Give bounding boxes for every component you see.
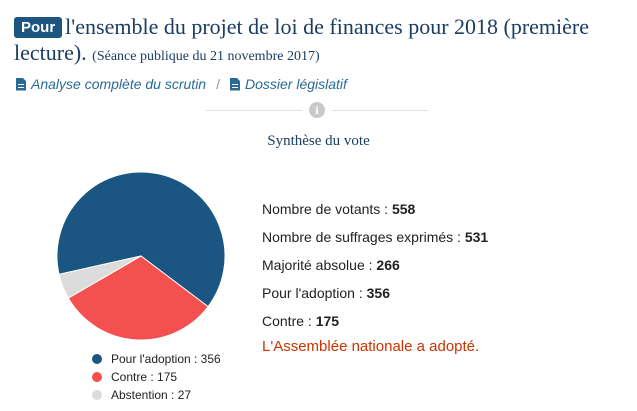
- title-text: l'ensemble du projet de loi de finances …: [14, 14, 590, 65]
- legend-dot-icon: [92, 390, 102, 400]
- pie-slice-contre[interactable]: [67, 255, 209, 341]
- stat-value: 558: [391, 201, 416, 217]
- analyse-link[interactable]: Analyse complète du scrutin: [16, 76, 206, 92]
- dossier-link-label: Dossier législatif: [244, 76, 347, 92]
- synthese-title: Synthèse du vote: [267, 133, 370, 149]
- pie-slice-pour-l-adoption[interactable]: [56, 171, 226, 308]
- stat-label: Nombre de votants :: [262, 201, 392, 217]
- legend-label: Abstention : 27: [111, 388, 192, 402]
- stat-label: Pour l'adoption :: [262, 285, 367, 301]
- stat-row: Majorité absolue : 266: [262, 256, 488, 284]
- stat-label: Majorité absolue :: [262, 257, 377, 273]
- legend-dot-icon: [92, 372, 102, 382]
- divider-right: [332, 110, 428, 111]
- stat-row: Nombre de suffrages exprimés : 531: [262, 228, 488, 256]
- scrutin-title: Pour l'ensemble du projet de loi de finan…: [14, 14, 624, 70]
- legend-item[interactable]: Contre : 175: [92, 368, 221, 386]
- pie-legend: Pour l'adoption : 356 Contre : 175 Abstent…: [92, 350, 221, 404]
- analyse-link-label: Analyse complète du scrutin: [31, 76, 207, 92]
- stat-row: Nombre de votants : 558: [262, 200, 488, 228]
- pie-slice-abstention[interactable]: [58, 255, 142, 299]
- stat-row: Contre : 175: [262, 312, 488, 340]
- document-icon: [16, 77, 26, 91]
- legend-label: Contre : 175: [111, 370, 178, 384]
- vote-pie-chart: [56, 171, 226, 341]
- stat-row: Pour l'adoption : 356: [262, 284, 488, 312]
- document-icon: [229, 77, 240, 91]
- stat-value: 175: [315, 313, 340, 329]
- stat-label: Nombre de suffrages exprimés :: [262, 229, 465, 245]
- info-icon[interactable]: i: [309, 102, 325, 118]
- divider-left: [206, 110, 302, 111]
- link-separator: /: [216, 76, 220, 92]
- links-bar: Analyse complète du scrutin / Dossier lé…: [16, 76, 347, 92]
- legend-label: Pour l'adoption : 356: [111, 352, 221, 366]
- session-date: (Séance publique du 21 novembre 2017): [92, 49, 320, 64]
- stat-value: 266: [376, 257, 400, 273]
- legend-item[interactable]: Pour l'adoption : 356: [92, 350, 221, 368]
- vote-badge: Pour: [14, 17, 63, 38]
- legend-item[interactable]: Abstention : 27: [92, 386, 221, 404]
- vote-result: L'Assemblée nationale a adopté.: [262, 338, 480, 355]
- legend-dot-icon: [92, 354, 102, 364]
- vote-stats: Nombre de votants : 558 Nombre de suffrag…: [262, 200, 488, 355]
- dossier-link[interactable]: Dossier législatif: [229, 76, 347, 92]
- stat-value: 531: [464, 229, 489, 245]
- stat-label: Contre :: [262, 313, 316, 329]
- stat-value: 356: [366, 285, 390, 301]
